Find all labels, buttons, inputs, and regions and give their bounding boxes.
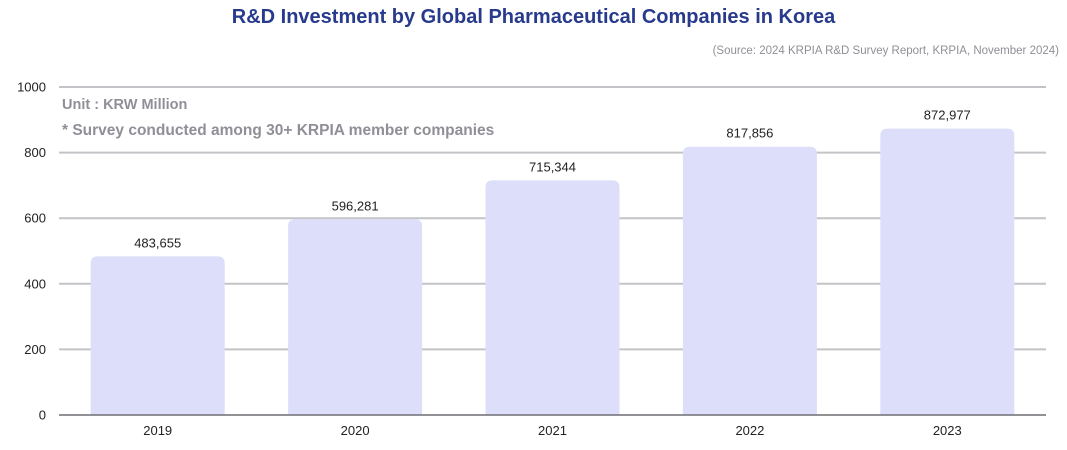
x-tick-label: 2019 bbox=[143, 423, 172, 438]
y-tick-label: 400 bbox=[24, 276, 46, 291]
bars: 483,655 596,281 715,344 817,856 872,977 bbox=[90, 108, 1015, 415]
y-tick-label: 600 bbox=[24, 211, 46, 226]
y-tick-label: 1000 bbox=[17, 80, 46, 95]
axis: 0 200 400 600 800 1000 2019 2020 2021 2022 2023 bbox=[17, 80, 1046, 438]
data-label: 817,856 bbox=[726, 126, 773, 141]
y-tick-label: 200 bbox=[24, 342, 46, 357]
chart-title: R&D Investment by Global Pharmaceutical … bbox=[231, 6, 836, 28]
bar-2019 bbox=[90, 256, 225, 415]
bar-2020 bbox=[288, 219, 423, 415]
data-label: 715,344 bbox=[529, 159, 576, 174]
x-tick-label: 2021 bbox=[538, 423, 567, 438]
y-tick-label: 800 bbox=[24, 145, 46, 160]
unit-note: Unit : KRW Million bbox=[62, 97, 187, 113]
bar-2021 bbox=[485, 180, 620, 415]
bar-2022 bbox=[682, 146, 817, 415]
data-label: 483,655 bbox=[134, 235, 181, 250]
x-tick-label: 2023 bbox=[933, 423, 962, 438]
y-tick-label: 0 bbox=[39, 408, 46, 423]
data-label: 872,977 bbox=[924, 108, 971, 123]
x-tick-label: 2022 bbox=[735, 423, 764, 438]
survey-note: * Survey conducted among 30+ KRPIA membe… bbox=[62, 122, 494, 139]
x-tick-label: 2020 bbox=[341, 423, 370, 438]
data-label: 596,281 bbox=[332, 198, 379, 213]
source-note: (Source: 2024 KRPIA R&D Survey Report, K… bbox=[712, 45, 1059, 57]
bar-2023 bbox=[880, 128, 1015, 415]
